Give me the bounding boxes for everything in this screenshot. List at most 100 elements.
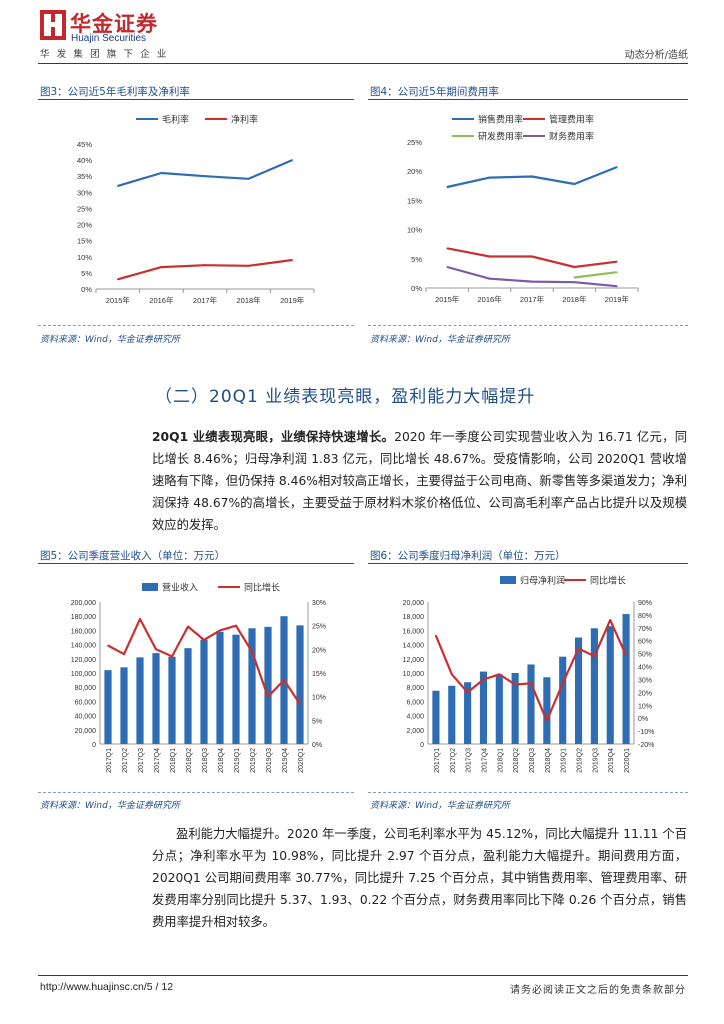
data-point-同比增长 [267, 695, 269, 698]
legend-label-管理费用率: 管理费用率 [549, 114, 594, 125]
data-point-同比增长 [530, 682, 532, 685]
legend-swatch-归母净利润 [500, 576, 516, 584]
x-tick-label: 2020Q1 [298, 748, 305, 773]
data-point-同比增长 [123, 653, 125, 655]
figure-3-top-rule [38, 99, 354, 100]
x-tick-label: 2017Q4 [481, 748, 488, 773]
x-tick-label: 2017Q2 [450, 748, 457, 773]
y-tick-label: 25% [407, 138, 422, 147]
data-point-同比增长 [561, 682, 564, 685]
data-point-管理费用率 [616, 260, 618, 263]
legend-label-净利率: 净利率 [231, 114, 258, 125]
x-tick-label: 2018Q1 [170, 748, 177, 773]
data-point-净利率 [291, 259, 293, 261]
legend-label-销售费用率: 销售费用率 [478, 114, 523, 125]
figure-5-bottom-rule [38, 792, 354, 793]
y-right-tick-label: 30% [312, 600, 326, 607]
bar-2017Q1 [432, 690, 440, 744]
data-point-同比增长 [546, 719, 548, 722]
y-left-tick-label: 10,000 [403, 671, 425, 678]
bar-2017Q3 [464, 682, 472, 744]
data-point-同比增长 [482, 678, 485, 681]
y-tick-label: 5% [81, 269, 92, 278]
y-tick-label: 20% [77, 221, 92, 230]
y-left-tick-label: 0 [420, 742, 424, 749]
footer-disclaimer: 请务必阅读正文之后的免责条款部分 [510, 985, 686, 996]
y-left-tick-label: 80,000 [75, 685, 97, 692]
y-right-tick-label: 20% [638, 690, 652, 697]
x-tick-label: 2019Q1 [234, 748, 241, 773]
figure-4-top-rule [368, 99, 688, 100]
x-tick-label: 2017Q3 [466, 748, 473, 773]
bar-2017Q1 [104, 670, 112, 744]
figure-4-source: 资料来源：Wind，华金证券研究所 [370, 335, 510, 345]
y-right-tick-label: 5% [312, 718, 322, 725]
data-point-研发费用率 [573, 276, 576, 279]
data-point-财务费用率 [616, 285, 618, 288]
bar-2018Q1 [168, 656, 176, 744]
y-left-tick-label: 160,000 [71, 628, 96, 635]
y-tick-label: 15% [77, 237, 92, 246]
figure-6-chart: 归母净利润 同比增长 0 2,000 4,000 6,000 8,000 10,000 12,0… [403, 575, 655, 773]
series-line-研发费用率 [574, 271, 617, 279]
y-tick-label: 5% [411, 255, 422, 264]
x-tick-label: 2019Q3 [266, 748, 273, 773]
data-point-同比增长 [466, 691, 469, 694]
data-point-净利率 [117, 278, 119, 281]
data-point-管理费用率 [488, 255, 491, 258]
bar-2019Q3 [264, 626, 272, 744]
bar-2019Q1 [232, 634, 240, 744]
y-right-tick-label: 10% [312, 695, 326, 702]
x-tick-label: 2019Q1 [561, 748, 568, 773]
data-point-净利率 [160, 266, 163, 268]
x-tick-label: 2018Q4 [545, 748, 552, 773]
x-tick-label: 2018Q3 [202, 748, 209, 773]
series-line-财务费用率 [446, 265, 617, 288]
data-point-销售费用率 [616, 166, 618, 168]
section-title: （二）20Q1 业绩表现亮眼，盈利能力大幅提升 [155, 387, 536, 407]
paragraph-1-body: 2020 年一季度公司实现营业收入为 16.71 亿元，同比增长 8.46%；归… [152, 430, 688, 532]
y-right-tick-label: 90% [638, 600, 652, 607]
company-name-cn: 华金证券 [70, 12, 158, 36]
data-point-同比增长 [155, 648, 157, 651]
y-left-tick-label: 4,000 [406, 714, 424, 721]
y-left-tick-label: 16,000 [403, 628, 425, 635]
bar-2020Q1 [296, 625, 304, 744]
huajin-logo-icon [40, 10, 66, 40]
data-point-同比增长 [609, 619, 612, 621]
data-point-管理费用率 [531, 255, 533, 258]
data-point-毛利率 [117, 185, 119, 187]
report-type: 动态分析/造纸 [624, 50, 688, 61]
data-point-同比增长 [283, 679, 285, 681]
figure-4-bottom-rule [368, 325, 688, 326]
y-tick-label: 0% [81, 285, 92, 294]
y-left-tick-label: 40,000 [75, 714, 97, 721]
data-point-净利率 [204, 264, 206, 266]
legend-label-归母净利润: 归母净利润 [520, 575, 565, 586]
data-point-财务费用率 [488, 277, 491, 280]
x-tick-label: 2019年 [605, 294, 630, 304]
series-line-净利率 [117, 258, 293, 281]
legend-label-毛利率: 毛利率 [162, 114, 189, 125]
y-left-tick-label: 14,000 [403, 643, 425, 650]
y-tick-label: 40% [77, 156, 92, 165]
x-tick-label: 2018年 [237, 295, 262, 305]
figure-5-chart: 营业收入 同比增长 0 20,000 40,000 60,000 80,000 100,000… [71, 582, 326, 773]
bar-2017Q3 [136, 657, 144, 744]
y-left-tick-label: 180,000 [71, 614, 96, 621]
figure-4-title: 图4：公司近5年期间费用率 [370, 86, 499, 98]
x-tick-label: 2018Q2 [513, 748, 520, 773]
y-tick-label: 45% [77, 140, 92, 149]
data-point-毛利率 [247, 178, 250, 180]
figure-5-title: 图5：公司季度营业收入（单位：万元） [40, 550, 226, 562]
bar-2017Q2 [448, 685, 456, 744]
x-tick-label: 2019Q4 [608, 748, 615, 773]
y-tick-label: 20% [407, 167, 422, 176]
data-point-同比增长 [203, 639, 205, 641]
x-tick-label: 2015年 [106, 295, 131, 305]
legend-swatch-营业收入 [142, 583, 158, 591]
data-point-同比增长 [593, 655, 596, 658]
legend-label-营业收入: 营业收入 [162, 582, 198, 593]
y-left-tick-label: 0 [92, 742, 96, 749]
bar-2018Q4 [216, 631, 224, 744]
